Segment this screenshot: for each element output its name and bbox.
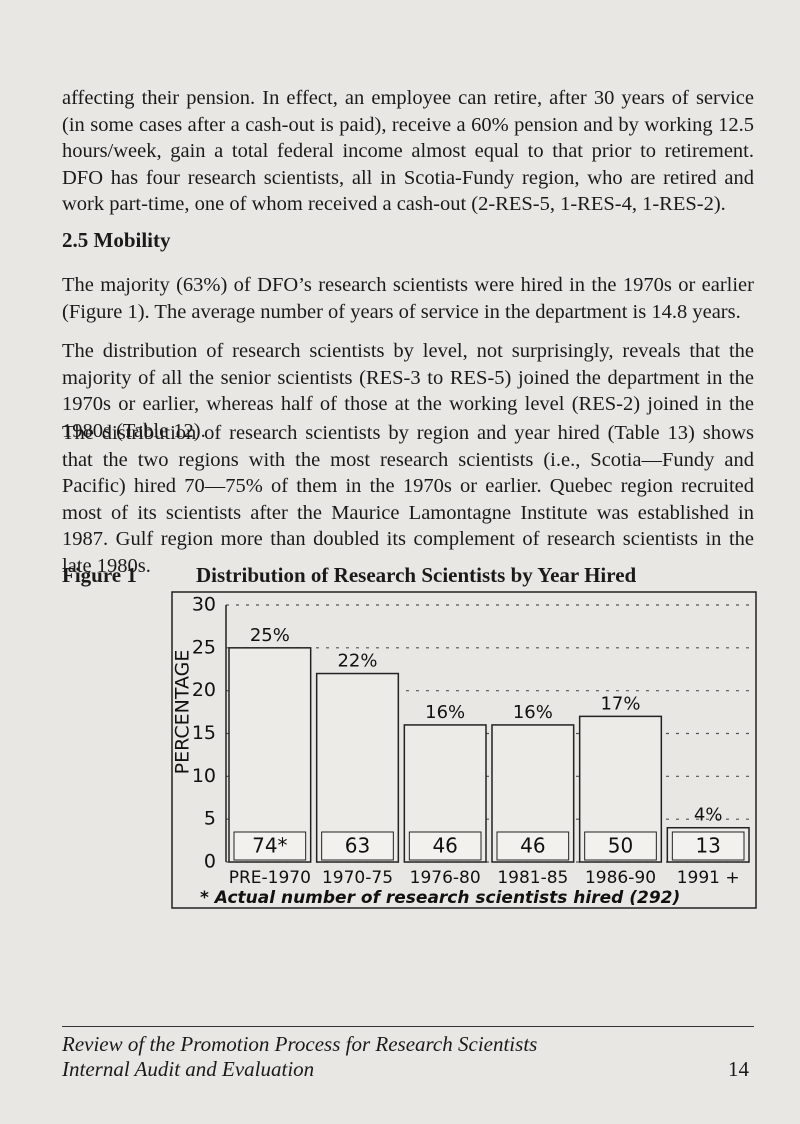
count-label: 46	[520, 834, 545, 858]
footer-rule	[62, 1026, 754, 1027]
y-tick-label: 5	[204, 808, 216, 830]
bar	[315, 672, 400, 863]
paragraph: affecting their pension. In effect, an e…	[62, 87, 754, 215]
y-tick-label: 30	[192, 594, 216, 616]
y-tick-label: 25	[192, 636, 216, 658]
count-box	[321, 831, 394, 861]
count-label: 63	[345, 834, 370, 858]
figure-label: Figure 1	[62, 563, 137, 587]
figure-title: Distribution of Research Scientists by Y…	[196, 563, 637, 587]
count-label: 46	[432, 834, 457, 858]
y-axis-label: PERCENTAGE	[172, 650, 194, 775]
y-tick-label: 10	[192, 765, 216, 787]
x-tick-label: 1991 +	[677, 868, 740, 888]
count-label: 50	[608, 834, 633, 858]
paragraph: The distribution of research scientists …	[62, 340, 754, 442]
value-label: 16%	[513, 702, 553, 723]
value-label: 25%	[250, 625, 290, 646]
paragraph: The majority (63%) of DFO’s research sci…	[62, 274, 754, 323]
y-tick-label: 0	[204, 851, 216, 873]
x-tick-label: PRE-1970	[229, 868, 311, 888]
figure-note: * Actual number of research scientists h…	[200, 888, 680, 908]
count-box	[671, 831, 745, 861]
x-tick-label: 1976-80	[410, 868, 481, 888]
count-box	[408, 831, 482, 861]
value-label: 4%	[694, 805, 723, 826]
count-box	[233, 831, 307, 861]
y-tick-label: 20	[192, 679, 216, 701]
count-label: 74*	[252, 834, 287, 858]
count-box	[496, 831, 570, 861]
footer-title: Review of the Promotion Process for Rese…	[62, 1032, 538, 1056]
x-tick-label: 1981-85	[497, 868, 568, 888]
value-label: 17%	[600, 693, 640, 714]
value-label: 22%	[337, 651, 377, 672]
bar	[228, 647, 312, 863]
count-label: 13	[695, 834, 720, 858]
count-box	[584, 831, 657, 861]
section-heading: 2.5 Mobility	[62, 228, 171, 252]
figure-frame	[171, 591, 757, 909]
value-label: 16%	[425, 702, 465, 723]
y-tick-label: 15	[192, 722, 216, 744]
page-number: 14	[728, 1057, 749, 1081]
x-tick-label: 1970-75	[322, 868, 393, 888]
paragraph: The distribution of research scientists …	[62, 422, 754, 577]
footer-subtitle: Internal Audit and Evaluation	[62, 1057, 315, 1081]
x-tick-label: 1986-90	[585, 868, 656, 888]
